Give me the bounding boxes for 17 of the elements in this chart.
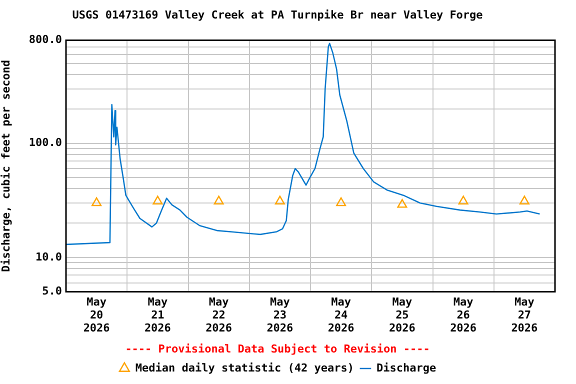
text: ---- Provisional Data Subject to Revision ----	[125, 342, 430, 356]
x-tick-label: May 27 2026	[511, 295, 538, 335]
legend-label: Discharge	[376, 361, 436, 374]
y-axis-title: Discharge, cubic feet per second	[0, 60, 12, 272]
x-tick-label: May 26 2026	[450, 295, 477, 335]
x-tick-label: May 20 2026	[83, 295, 110, 335]
y-tick-label: 100.0	[28, 136, 62, 150]
x-tick-label: May 22 2026	[206, 295, 232, 335]
y-tick-label: 10.0	[36, 250, 62, 264]
chart-title: USGS 01473169 Valley Creek at PA Turnpike Br near Valley Forge	[72, 8, 484, 22]
y-tick-label: 5.0	[42, 284, 62, 298]
x-tick-label: May 23 2026	[266, 295, 294, 335]
legend-label: Median daily statistic (42 years)	[135, 361, 354, 374]
x-tick-label: May 21 2026	[144, 295, 172, 335]
x-tick-label: May 25 2026	[388, 295, 416, 335]
x-tick-label: May 24 2026	[328, 295, 355, 335]
y-tick-label: 800.0	[28, 33, 62, 46]
